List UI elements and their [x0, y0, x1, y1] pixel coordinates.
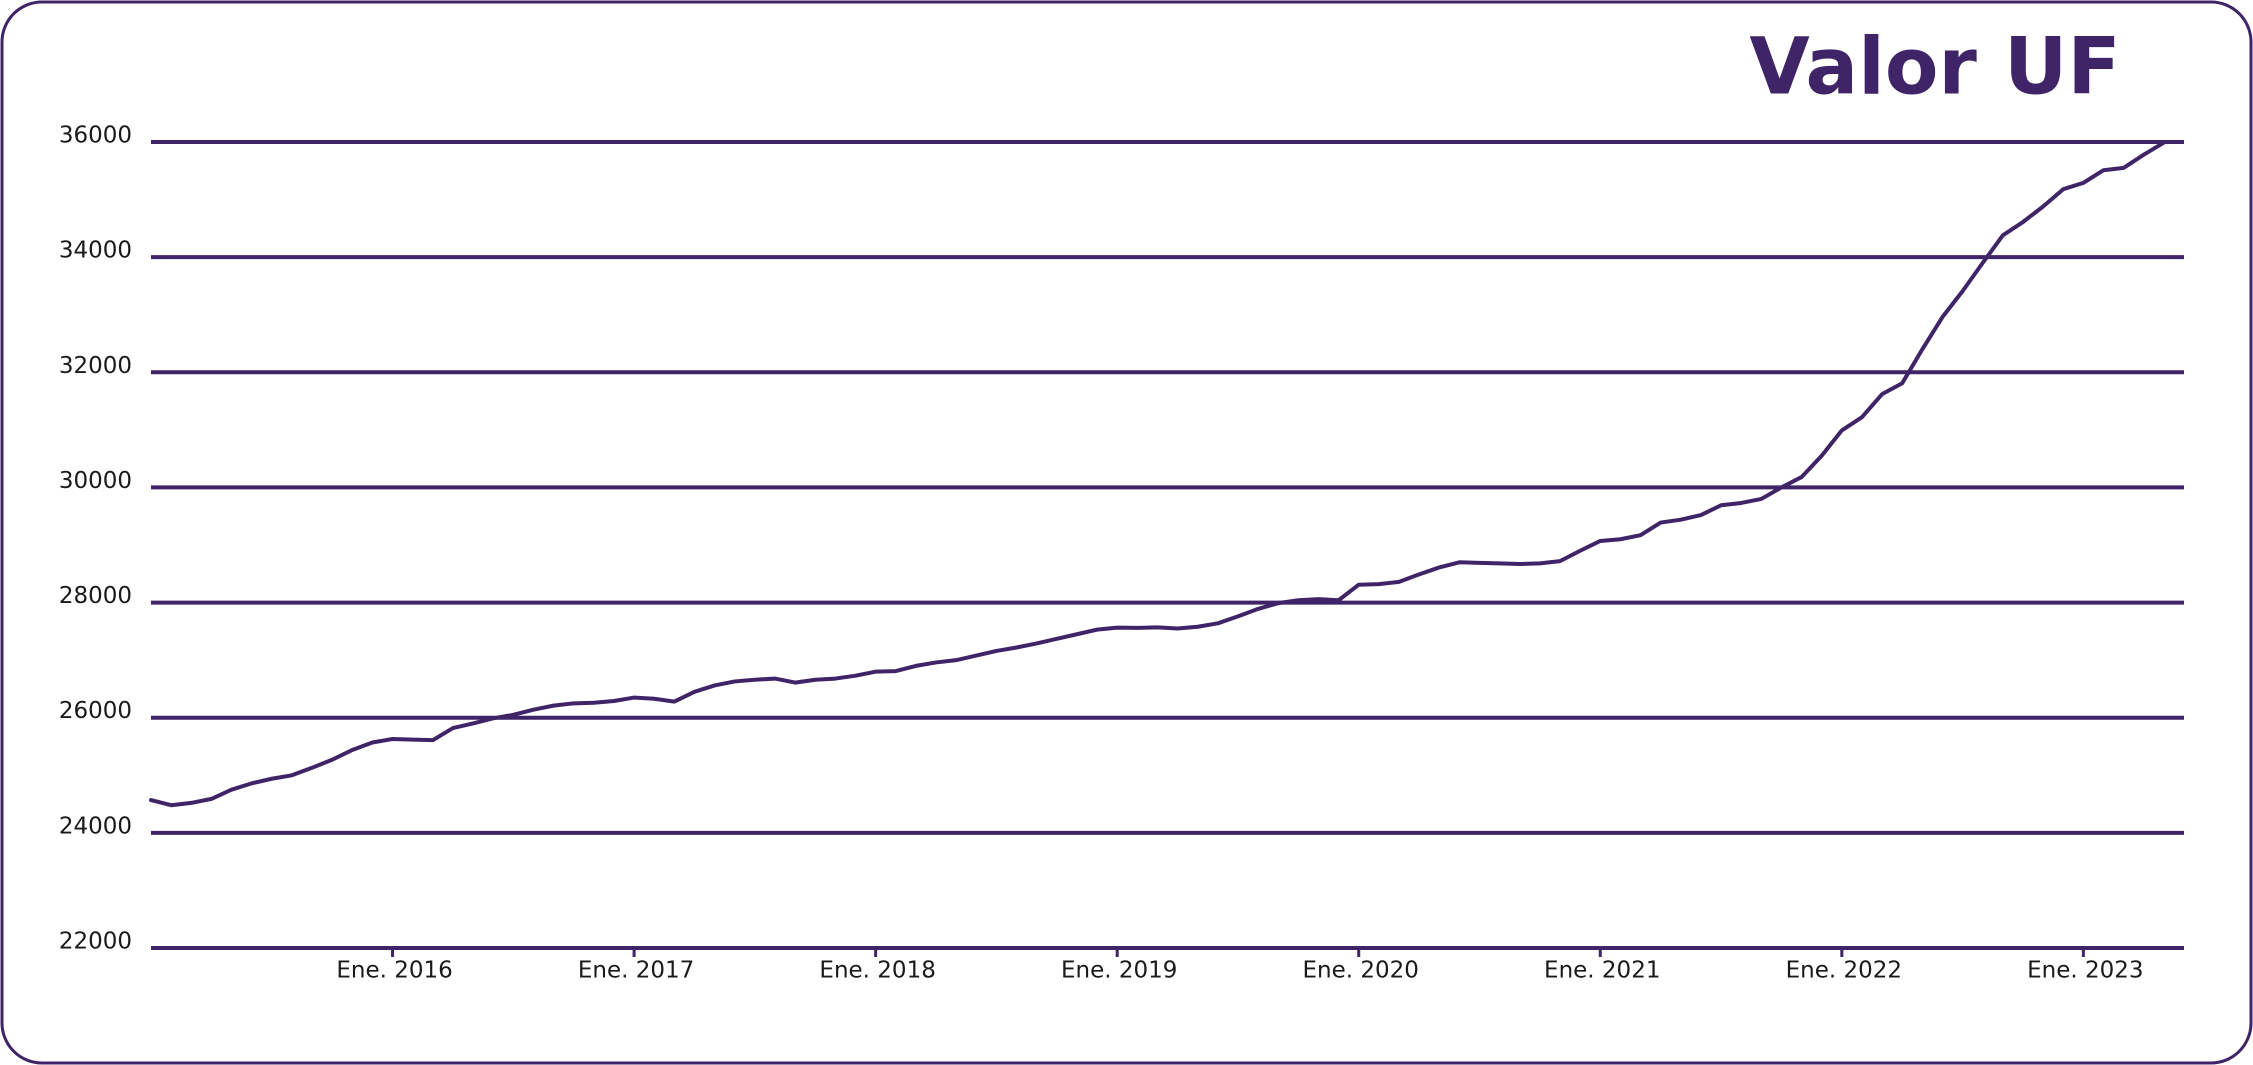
x-tick-label: Ene. 2021	[1544, 958, 1660, 984]
x-tick-label: Ene. 2016	[336, 958, 452, 984]
y-tick-label: 26000	[59, 698, 132, 724]
y-tick-label: 32000	[59, 353, 132, 379]
x-tick-label: Ene. 2018	[819, 958, 935, 984]
y-tick-label: 36000	[59, 123, 132, 149]
y-tick-label: 22000	[59, 929, 132, 955]
y-tick-label: 28000	[59, 583, 132, 609]
y-tick-label: 34000	[59, 238, 132, 264]
x-tick-label: Ene. 2017	[578, 958, 694, 984]
data-line	[149, 140, 2166, 808]
x-tick-label: Ene. 2019	[1061, 958, 1177, 984]
x-tick-label: Ene. 2022	[1786, 958, 1902, 984]
x-tick-label: Ene. 2023	[2027, 958, 2143, 984]
y-tick-label: 24000	[59, 813, 132, 839]
y-tick-label: 30000	[59, 468, 132, 494]
x-tick-label: Ene. 2020	[1303, 958, 1419, 984]
chart-title: Valor UF	[1749, 22, 2120, 112]
